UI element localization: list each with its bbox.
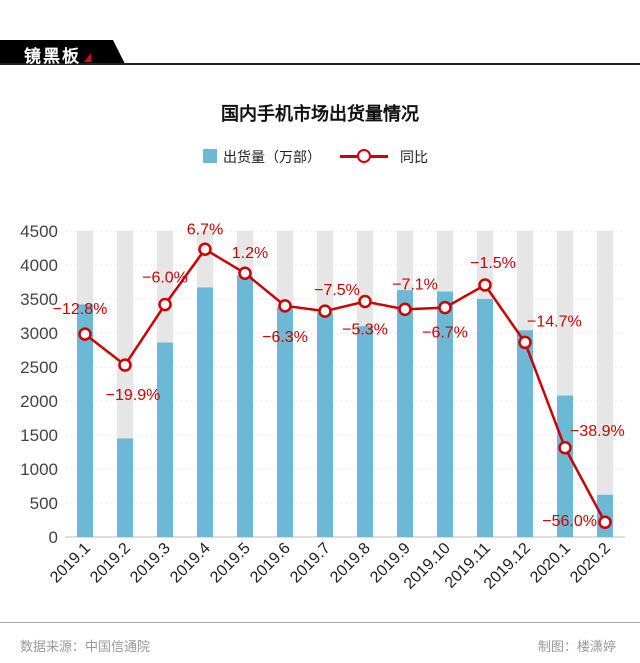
legend: 出货量（万部） 同比	[0, 145, 640, 166]
yoy-marker	[118, 358, 132, 372]
y-tick-label: 3000	[20, 324, 58, 343]
yoy-data-label: −6.3%	[262, 329, 308, 346]
yoy-data-label: −5.3%	[342, 322, 388, 339]
logo-banner	[0, 40, 125, 64]
y-tick-label: 4500	[20, 222, 58, 241]
x-tick-label: 2019.2	[87, 540, 134, 587]
yoy-line	[84, 247, 607, 523]
yoy-marker	[438, 300, 452, 315]
yoy-data-label: −56.0%	[542, 513, 597, 530]
chart-author: 制图：楼潇婷	[537, 640, 616, 655]
yoy-marker	[558, 441, 572, 455]
bar	[357, 326, 373, 537]
bar	[397, 290, 413, 537]
footer-divider	[0, 622, 640, 623]
bar	[237, 275, 253, 537]
yoy-data-label: 1.2%	[232, 245, 268, 262]
yoy-marker	[478, 278, 492, 292]
yoy-data-label: −12.8%	[53, 301, 108, 318]
chart-plot: 0 500 1000 1500 2000 2500 3000 3500 4000 4500 2019…	[20, 221, 625, 593]
bar	[557, 395, 573, 537]
yoy-data-label: −1.5%	[470, 255, 516, 272]
bar	[477, 299, 493, 537]
data-source: 数据来源：中国信通院	[20, 640, 151, 655]
yoy-data-label: −6.0%	[142, 270, 188, 287]
yoy-marker	[158, 297, 172, 312]
header-divider	[0, 63, 640, 65]
yoy-marker	[398, 302, 412, 317]
yoy-marker	[238, 266, 252, 280]
yoy-data-label: −19.9%	[106, 387, 161, 404]
x-tick-label: 2019.5	[207, 540, 254, 587]
y-tick-label: 4000	[20, 256, 58, 275]
yoy-marker	[318, 304, 332, 318]
bar	[157, 342, 173, 537]
bar	[317, 312, 333, 537]
legend-bar-label: 出货量（万部）	[223, 150, 321, 166]
logo-accent-icon	[84, 53, 91, 62]
bar	[197, 287, 213, 537]
background-bar	[597, 231, 613, 537]
y-tick-label: 2500	[20, 358, 58, 377]
y-tick-label: 3500	[20, 290, 58, 309]
y-tick-label: 500	[30, 494, 58, 513]
yoy-marker	[598, 515, 612, 529]
bar	[117, 438, 133, 537]
x-tick-label: 2019.3	[127, 540, 174, 587]
x-tick-label: 2019.6	[247, 540, 294, 587]
legend-line-marker	[357, 149, 371, 163]
bar	[437, 291, 453, 537]
yoy-data-label: −38.9%	[570, 423, 625, 440]
yoy-marker	[278, 299, 292, 313]
bar	[517, 330, 533, 537]
yoy-data-label: 6.7%	[187, 221, 223, 238]
logo: 镜黑板	[24, 47, 81, 67]
y-tick-label: 1000	[20, 460, 58, 479]
y-tick-label: 0	[49, 528, 58, 547]
yoy-data-label: −14.7%	[527, 313, 582, 330]
yoy-marker	[518, 335, 532, 350]
legend-bar-swatch	[203, 149, 217, 163]
x-tick-label: 2019.4	[167, 540, 214, 587]
yoy-data-label: −7.1%	[392, 276, 438, 293]
x-tick-label: 2020.2	[567, 540, 614, 587]
yoy-marker	[198, 242, 212, 257]
bar	[277, 307, 293, 537]
chart-title: 国内手机市场出货量情况	[221, 104, 419, 125]
x-tick-label: 2019.7	[287, 540, 334, 587]
x-tick-label: 2020.1	[527, 540, 574, 587]
y-tick-label: 1500	[20, 426, 58, 445]
legend-line-label: 同比	[400, 150, 428, 166]
yoy-data-label: −6.7%	[422, 325, 468, 342]
y-tick-label: 2000	[20, 392, 58, 411]
yoy-marker	[78, 327, 92, 341]
x-tick-label: 2019.8	[327, 540, 374, 587]
yoy-data-label: −7.5%	[314, 282, 360, 299]
yoy-marker	[358, 294, 372, 309]
bar	[77, 304, 93, 537]
